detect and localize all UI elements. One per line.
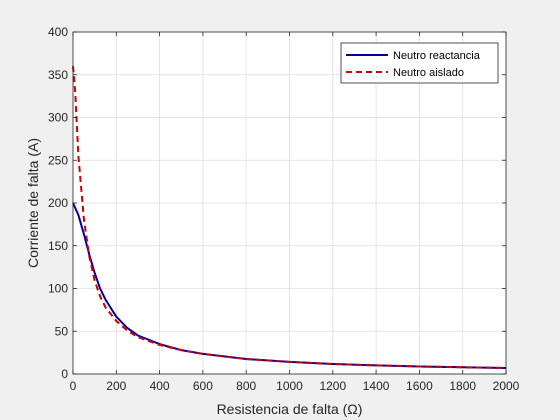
x-tick-label: 1800: [449, 379, 476, 393]
x-tick-label: 400: [150, 379, 170, 393]
legend-box: [340, 42, 499, 84]
y-tick-label: 0: [61, 367, 68, 381]
x-tick-label: 1200: [319, 379, 346, 393]
y-tick-label: 50: [55, 324, 69, 338]
y-tick-label: 250: [48, 153, 68, 167]
x-tick-label: 0: [70, 379, 77, 393]
x-tick-label: 1600: [406, 379, 433, 393]
legend: Neutro reactancia Neutro aislado: [340, 42, 499, 84]
x-tick-label: 1400: [363, 379, 390, 393]
legend-label-neutro-reactancia: Neutro reactancia: [393, 50, 481, 62]
x-tick-label: 1000: [276, 379, 303, 393]
series-line-neutro-aislado: [72, 66, 507, 369]
y-axis-label: Corriente de falta (A): [25, 138, 41, 268]
legend-label-neutro-aislado: Neutro aislado: [393, 67, 464, 79]
y-tick-label: 400: [48, 25, 68, 39]
axis-ticks: 0 200 400 600 800 1000 1200 1400 1600 1800 2000 0 50…: [48, 25, 520, 393]
y-tick-label: 150: [48, 239, 68, 253]
y-tick-label: 300: [48, 111, 68, 125]
x-tick-label: 200: [106, 379, 126, 393]
y-tick-label: 200: [48, 196, 68, 210]
series-lines: [72, 66, 507, 369]
y-tick-label: 100: [48, 282, 68, 296]
x-tick-label: 2000: [493, 379, 520, 393]
x-tick-label: 600: [193, 379, 213, 393]
y-tick-label: 350: [48, 68, 68, 82]
x-tick-label: 800: [236, 379, 256, 393]
x-axis-label: Resistencia de falta (Ω): [217, 401, 363, 417]
